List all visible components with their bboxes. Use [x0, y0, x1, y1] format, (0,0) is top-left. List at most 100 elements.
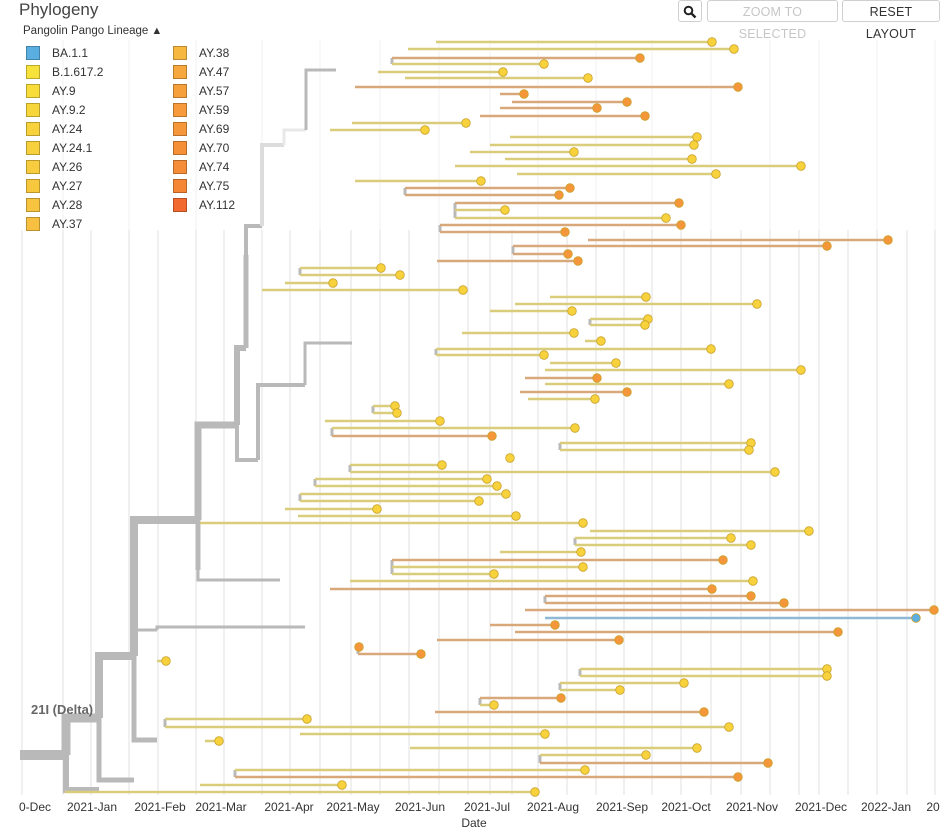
tip-node[interactable] — [929, 605, 939, 615]
tip-node[interactable] — [576, 547, 586, 557]
tip-node[interactable] — [563, 249, 573, 259]
tip-node[interactable] — [500, 205, 510, 215]
legend-toggle[interactable]: Pangolin Pango Lineage ▲ — [23, 25, 162, 37]
tip-node[interactable] — [550, 620, 560, 630]
zoom-to-selected-button[interactable]: ZOOM TO SELECTED — [707, 0, 838, 41]
tip-node[interactable] — [416, 649, 426, 659]
tip-node[interactable] — [539, 59, 549, 69]
tip-node[interactable] — [822, 671, 832, 681]
tip-node[interactable] — [498, 67, 508, 77]
tip-node[interactable] — [567, 306, 577, 316]
tip-node[interactable] — [676, 220, 686, 230]
tip-node[interactable] — [746, 591, 756, 601]
tip-node[interactable] — [489, 700, 499, 710]
tip-node[interactable] — [911, 613, 921, 623]
tip-node[interactable] — [569, 328, 579, 338]
tip-node[interactable] — [692, 743, 702, 753]
tip-node[interactable] — [578, 562, 588, 572]
tip-node[interactable] — [435, 416, 445, 426]
tip-node[interactable] — [560, 227, 570, 237]
tip-node[interactable] — [779, 598, 789, 608]
tip-node[interactable] — [489, 569, 499, 579]
tip-node[interactable] — [540, 729, 550, 739]
tip-node[interactable] — [674, 198, 684, 208]
tip-node[interactable] — [580, 765, 590, 775]
reset-layout-button[interactable]: RESET LAYOUT — [842, 0, 940, 41]
tip-node[interactable] — [583, 73, 593, 83]
tip-node[interactable] — [592, 373, 602, 383]
tip-node[interactable] — [395, 270, 405, 280]
tip-node[interactable] — [474, 496, 484, 506]
tip-node[interactable] — [687, 154, 697, 164]
tip-node[interactable] — [461, 118, 471, 128]
tip-node[interactable] — [763, 758, 773, 768]
tip-node[interactable] — [707, 584, 717, 594]
tip-node[interactable] — [487, 431, 497, 441]
tip-node[interactable] — [556, 693, 566, 703]
tip-node[interactable] — [796, 161, 806, 171]
tip-node[interactable] — [458, 285, 468, 295]
tip-node[interactable] — [746, 540, 756, 550]
tip-node[interactable] — [689, 140, 699, 150]
tip-node[interactable] — [569, 147, 579, 157]
tip-node[interactable] — [476, 176, 486, 186]
tip-node[interactable] — [614, 635, 624, 645]
tip-node[interactable] — [530, 787, 540, 797]
tip-node[interactable] — [729, 44, 739, 54]
tip-node[interactable] — [511, 511, 521, 521]
tip-node[interactable] — [833, 627, 843, 637]
tip-node[interactable] — [570, 423, 580, 433]
tip-node[interactable] — [661, 213, 671, 223]
tip-node[interactable] — [596, 336, 606, 346]
tip-node[interactable] — [635, 53, 645, 63]
tip-node[interactable] — [622, 387, 632, 397]
tip-node[interactable] — [726, 533, 736, 543]
tip-node[interactable] — [724, 379, 734, 389]
tip-node[interactable] — [328, 278, 338, 288]
tip-node[interactable] — [744, 445, 754, 455]
tip-node[interactable] — [505, 453, 515, 463]
tip-node[interactable] — [337, 780, 347, 790]
tip-node[interactable] — [519, 89, 529, 99]
tip-node[interactable] — [641, 750, 651, 760]
tip-node[interactable] — [161, 656, 171, 666]
tip-node[interactable] — [615, 685, 625, 695]
tip-node[interactable] — [733, 82, 743, 92]
tip-node[interactable] — [214, 736, 224, 746]
tip-node[interactable] — [692, 132, 702, 142]
tip-node[interactable] — [501, 489, 511, 499]
tip-node[interactable] — [437, 460, 447, 470]
tip-node[interactable] — [622, 97, 632, 107]
tip-node[interactable] — [679, 678, 689, 688]
tip-node[interactable] — [302, 714, 312, 724]
tip-node[interactable] — [733, 772, 743, 782]
tip-node[interactable] — [718, 555, 728, 565]
tip-node[interactable] — [640, 320, 650, 330]
tip-node[interactable] — [699, 707, 709, 717]
tip-node[interactable] — [492, 481, 502, 491]
tip-node[interactable] — [565, 183, 575, 193]
tip-node[interactable] — [578, 518, 588, 528]
tip-node[interactable] — [724, 722, 734, 732]
tip-node[interactable] — [804, 526, 814, 536]
tip-node[interactable] — [641, 292, 651, 302]
tip-node[interactable] — [554, 190, 564, 200]
tip-node[interactable] — [354, 642, 364, 652]
tip-node[interactable] — [711, 169, 721, 179]
tip-node[interactable] — [611, 358, 621, 368]
tip-node[interactable] — [372, 504, 382, 514]
zoom-icon-button[interactable] — [678, 0, 702, 22]
tip-node[interactable] — [482, 474, 492, 484]
tip-node[interactable] — [376, 263, 386, 273]
tip-node[interactable] — [883, 235, 893, 245]
tip-node[interactable] — [707, 37, 717, 47]
tip-node[interactable] — [392, 408, 402, 418]
tip-node[interactable] — [752, 299, 762, 309]
tip-node[interactable] — [796, 365, 806, 375]
tip-node[interactable] — [706, 344, 716, 354]
tip-node[interactable] — [420, 125, 430, 135]
tip-node[interactable] — [822, 241, 832, 251]
tip-node[interactable] — [640, 111, 650, 121]
tip-node[interactable] — [573, 256, 583, 266]
